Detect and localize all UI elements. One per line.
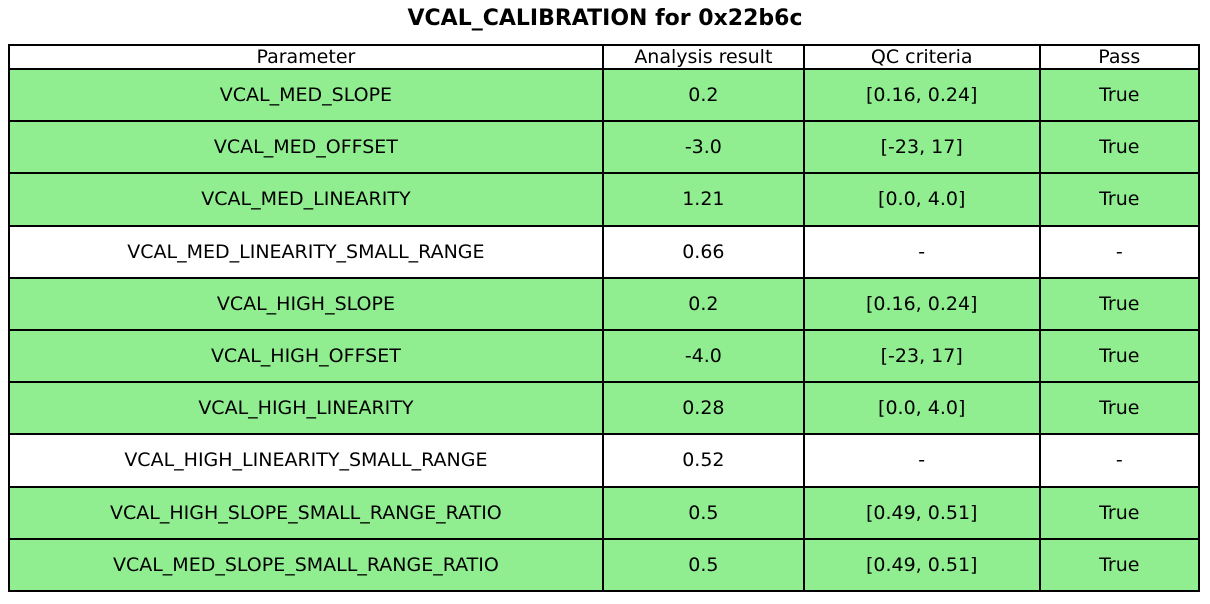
criteria-cell: - — [802, 224, 1041, 279]
table-row: VCAL_MED_LINEARITY 1.21 [0.0, 4.0] True — [8, 172, 1201, 227]
pass-cell: True — [1038, 172, 1201, 227]
column-header-pass: Pass — [1038, 44, 1201, 70]
criteria-cell: [0.0, 4.0] — [802, 381, 1041, 436]
criteria-cell: [0.0, 4.0] — [802, 172, 1041, 227]
criteria-cell: [0.16, 0.24] — [802, 276, 1041, 331]
pass-cell: True — [1038, 485, 1201, 540]
criteria-cell: [0.49, 0.51] — [802, 537, 1041, 593]
table-row: VCAL_HIGH_OFFSET -4.0 [-23, 17] True — [8, 328, 1201, 384]
figure-title: VCAL_CALIBRATION for 0x22b6c — [407, 6, 803, 31]
table-row: VCAL_MED_SLOPE 0.2 [0.16, 0.24] True — [8, 67, 1201, 123]
criteria-cell: - — [802, 433, 1041, 488]
pass-cell: True — [1038, 120, 1201, 175]
parameter-cell: VCAL_HIGH_LINEARITY_SMALL_RANGE — [8, 433, 604, 488]
result-cell: 0.52 — [601, 433, 805, 488]
pass-cell: - — [1038, 433, 1201, 488]
result-cell: 0.2 — [601, 276, 805, 331]
column-header-result: Analysis result — [601, 44, 805, 70]
result-cell: 0.2 — [601, 67, 805, 123]
parameter-cell: VCAL_MED_LINEARITY_SMALL_RANGE — [8, 224, 604, 279]
table-header: Parameter Analysis result QC criteria Pass — [8, 44, 1201, 70]
pass-cell: True — [1038, 328, 1201, 384]
result-cell: 1.21 — [601, 172, 805, 227]
table-row: VCAL_HIGH_LINEARITY_SMALL_RANGE 0.52- - — [8, 433, 1201, 488]
parameter-cell: VCAL_MED_SLOPE — [8, 67, 604, 123]
pass-cell: True — [1038, 276, 1201, 331]
header-row: Parameter Analysis result QC criteria Pass — [8, 44, 1201, 70]
parameter-cell: VCAL_HIGH_LINEARITY — [8, 381, 604, 436]
table-row: VCAL_HIGH_SLOPE_SMALL_RANGE_RATIO 0.5 [0.4… — [8, 485, 1201, 540]
parameter-cell: VCAL_MED_OFFSET — [8, 120, 604, 175]
pass-cell: - — [1038, 224, 1201, 279]
table-row: VCAL_MED_SLOPE_SMALL_RANGE_RATIO 0.5 [0.49… — [8, 537, 1201, 593]
table-row: VCAL_HIGH_SLOPE 0.2 [0.16, 0.24] True — [8, 276, 1201, 331]
parameter-cell: VCAL_HIGH_OFFSET — [8, 328, 604, 384]
pass-cell: True — [1038, 381, 1201, 436]
pass-cell: True — [1038, 67, 1201, 123]
parameter-cell: VCAL_HIGH_SLOPE_SMALL_RANGE_RATIO — [8, 485, 604, 540]
result-cell: 0.5 — [601, 485, 805, 540]
criteria-cell: [-23, 17] — [802, 328, 1041, 384]
table-row: VCAL_MED_OFFSET -3.0 [-23, 17] True — [8, 120, 1201, 175]
criteria-cell: [0.16, 0.24] — [802, 67, 1041, 123]
parameter-cell: VCAL_MED_LINEARITY — [8, 172, 604, 227]
criteria-cell: [0.49, 0.51] — [802, 485, 1041, 540]
result-cell: -4.0 — [601, 328, 805, 384]
table-row: VCAL_HIGH_LINEARITY 0.28 [0.0, 4.0] True — [8, 381, 1201, 436]
parameter-cell: VCAL_MED_SLOPE_SMALL_RANGE_RATIO — [8, 537, 604, 593]
pass-cell: True — [1038, 537, 1201, 593]
parameter-cell: VCAL_HIGH_SLOPE — [8, 276, 604, 331]
result-cell: 0.28 — [601, 381, 805, 436]
qc-results-table: Parameter Analysis result QC criteria Pass … — [8, 44, 1201, 593]
table-body: VCAL_MED_SLOPE 0.2 [0.16, 0.24] True VCAL_ME… — [8, 67, 1201, 593]
table-row: VCAL_MED_LINEARITY_SMALL_RANGE 0.66- - — [8, 224, 1201, 279]
result-cell: 0.66 — [601, 224, 805, 279]
result-cell: -3.0 — [601, 120, 805, 175]
column-header-criteria: QC criteria — [802, 44, 1041, 70]
criteria-cell: [-23, 17] — [802, 120, 1041, 175]
result-cell: 0.5 — [601, 537, 805, 593]
column-header-parameter: Parameter — [8, 44, 604, 70]
